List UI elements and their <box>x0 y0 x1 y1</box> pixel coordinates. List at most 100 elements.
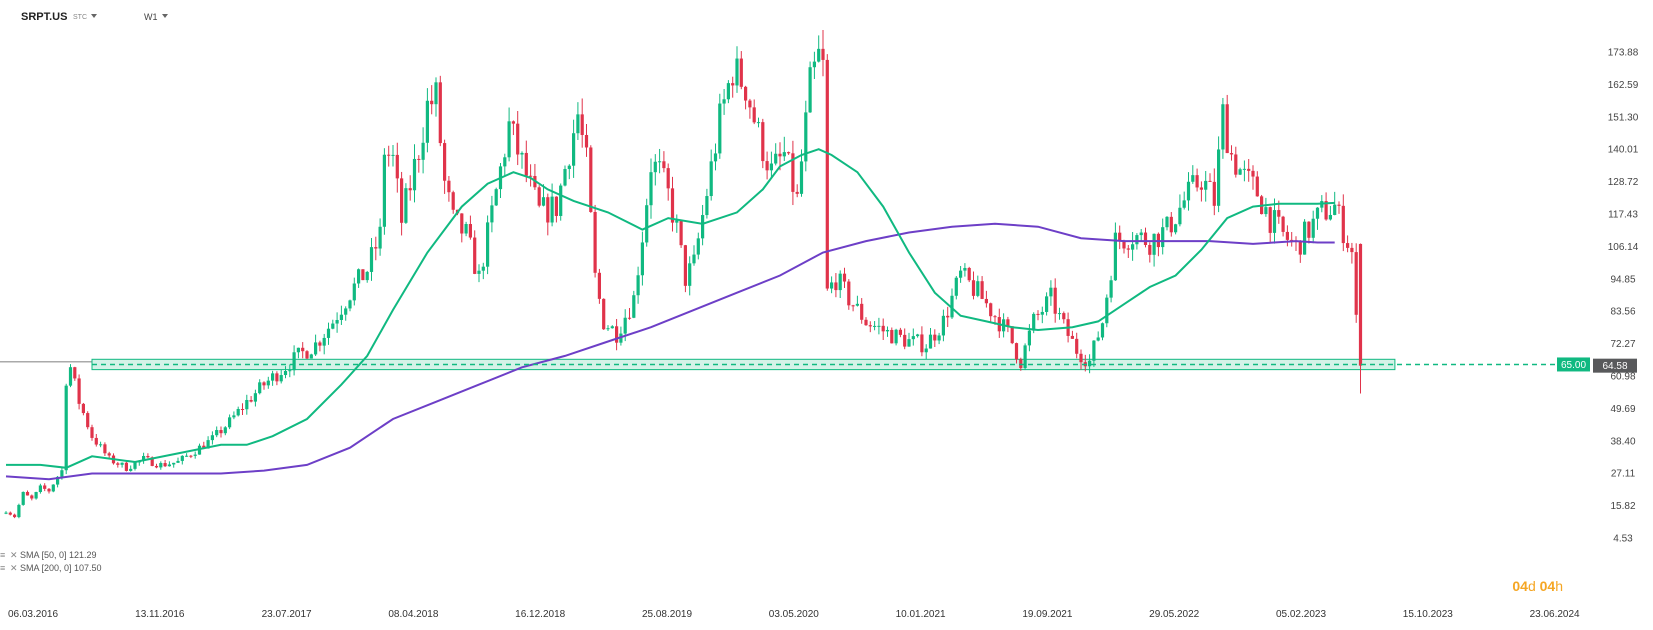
candle-body <box>890 329 894 344</box>
candle-body <box>339 314 343 320</box>
symbol-selector[interactable]: SRPT.US <box>21 11 68 23</box>
candle-body <box>253 393 257 402</box>
candle-body <box>1070 335 1074 339</box>
y-tick-label: 60.98 <box>1610 372 1635 383</box>
y-axis: 173.88 162.59 151.30 140.01 128.72 117.43 106.… <box>1608 48 1639 545</box>
candle-body <box>25 491 30 496</box>
candle-body <box>933 334 937 341</box>
candle-body <box>1247 168 1251 171</box>
settings-icon[interactable]: ≡ <box>0 563 6 573</box>
candle-body <box>937 335 941 341</box>
candle-body <box>1075 338 1079 354</box>
candle-body <box>421 142 425 160</box>
legend-sma200[interactable]: ≡ ✕ SMA [200, 0] 107.50 <box>0 563 102 575</box>
candle-body <box>473 237 477 274</box>
settings-icon[interactable]: ≡ <box>0 550 6 560</box>
candle-body <box>1281 216 1285 232</box>
sma-layer <box>5 148 1335 481</box>
candle-body <box>838 273 842 291</box>
candle-body <box>400 178 404 223</box>
candle-body <box>1328 214 1332 220</box>
candle-body <box>352 283 356 301</box>
candle-body <box>606 328 610 330</box>
candle-body <box>314 342 318 355</box>
candle-body <box>1092 340 1096 361</box>
candle-body <box>627 317 632 319</box>
x-tick-label: 06.03.2016 <box>8 609 58 620</box>
candle-body <box>180 455 184 461</box>
candle-body <box>30 495 34 499</box>
candle-body <box>64 385 68 471</box>
candle-body <box>903 334 907 347</box>
candle-body <box>1032 313 1036 331</box>
candle-body <box>481 266 485 271</box>
candle-body <box>1113 232 1117 281</box>
candle-body <box>989 303 993 317</box>
symbol-suffix: STC <box>73 14 87 21</box>
candle-body <box>1217 149 1221 206</box>
candle-body <box>580 114 584 135</box>
candle-body <box>559 185 563 216</box>
candle-body <box>1143 232 1148 245</box>
candle-body <box>81 403 85 414</box>
candle-body <box>980 281 984 299</box>
candle-body <box>804 112 808 162</box>
candle-body <box>679 220 683 246</box>
candle-body <box>8 512 12 515</box>
candle-body <box>701 215 705 239</box>
candle-body <box>318 342 322 346</box>
candle-body <box>1161 227 1165 248</box>
candle-body <box>240 408 245 410</box>
candle-body <box>1350 247 1354 253</box>
candle-body <box>864 319 868 326</box>
candle-body <box>322 337 326 346</box>
timeframe-selector[interactable]: W1 <box>144 12 158 22</box>
level-tag-label: 65.00 <box>1561 360 1586 371</box>
candle-body <box>1333 204 1337 215</box>
legend-sma50[interactable]: ≡ ✕ SMA [50, 0] 121.29 <box>0 550 97 562</box>
candle-body <box>1152 233 1156 255</box>
candle-body <box>541 197 546 206</box>
candle-body <box>296 347 300 353</box>
x-tick-label: 16.12.2018 <box>515 609 565 620</box>
candle-body <box>1186 181 1191 201</box>
candle-body <box>460 213 464 234</box>
candle-body <box>795 191 799 194</box>
candle-body <box>584 134 589 148</box>
x-tick-label: 03.05.2020 <box>769 609 819 620</box>
candle-body <box>666 168 670 189</box>
candle-body <box>851 305 855 307</box>
symbol-chevron-down-icon[interactable] <box>91 14 97 18</box>
candle-body <box>769 163 773 171</box>
candle-body <box>567 165 571 170</box>
candle-body <box>1023 345 1027 369</box>
candle-body <box>610 326 614 329</box>
candle-body <box>361 269 365 281</box>
candle-body <box>1255 176 1259 197</box>
timeframe-chevron-down-icon[interactable] <box>162 14 168 18</box>
candle-body <box>193 454 197 456</box>
candle-body <box>223 427 227 434</box>
candle-body <box>202 445 206 449</box>
candle-body <box>60 470 64 477</box>
candle-body <box>1169 216 1173 233</box>
candle-body <box>142 455 146 461</box>
candle-body <box>94 437 98 445</box>
candle-countdown-timer: 04d 04h <box>1512 578 1563 594</box>
candle-body <box>1062 313 1066 320</box>
candle-body <box>279 375 283 382</box>
candle-body <box>309 354 313 359</box>
candle-body <box>382 154 386 227</box>
candle-body <box>787 152 791 154</box>
x-tick-label: 19.09.2021 <box>1022 609 1072 620</box>
candle-body <box>898 329 902 335</box>
close-icon[interactable]: ✕ <box>10 563 18 573</box>
candle-body <box>744 86 748 101</box>
candle-body <box>365 271 369 281</box>
candle-body <box>774 153 778 164</box>
candle-body <box>756 122 761 124</box>
candle-body <box>90 427 94 438</box>
close-icon[interactable]: ✕ <box>10 550 18 560</box>
candle-body <box>249 399 253 402</box>
